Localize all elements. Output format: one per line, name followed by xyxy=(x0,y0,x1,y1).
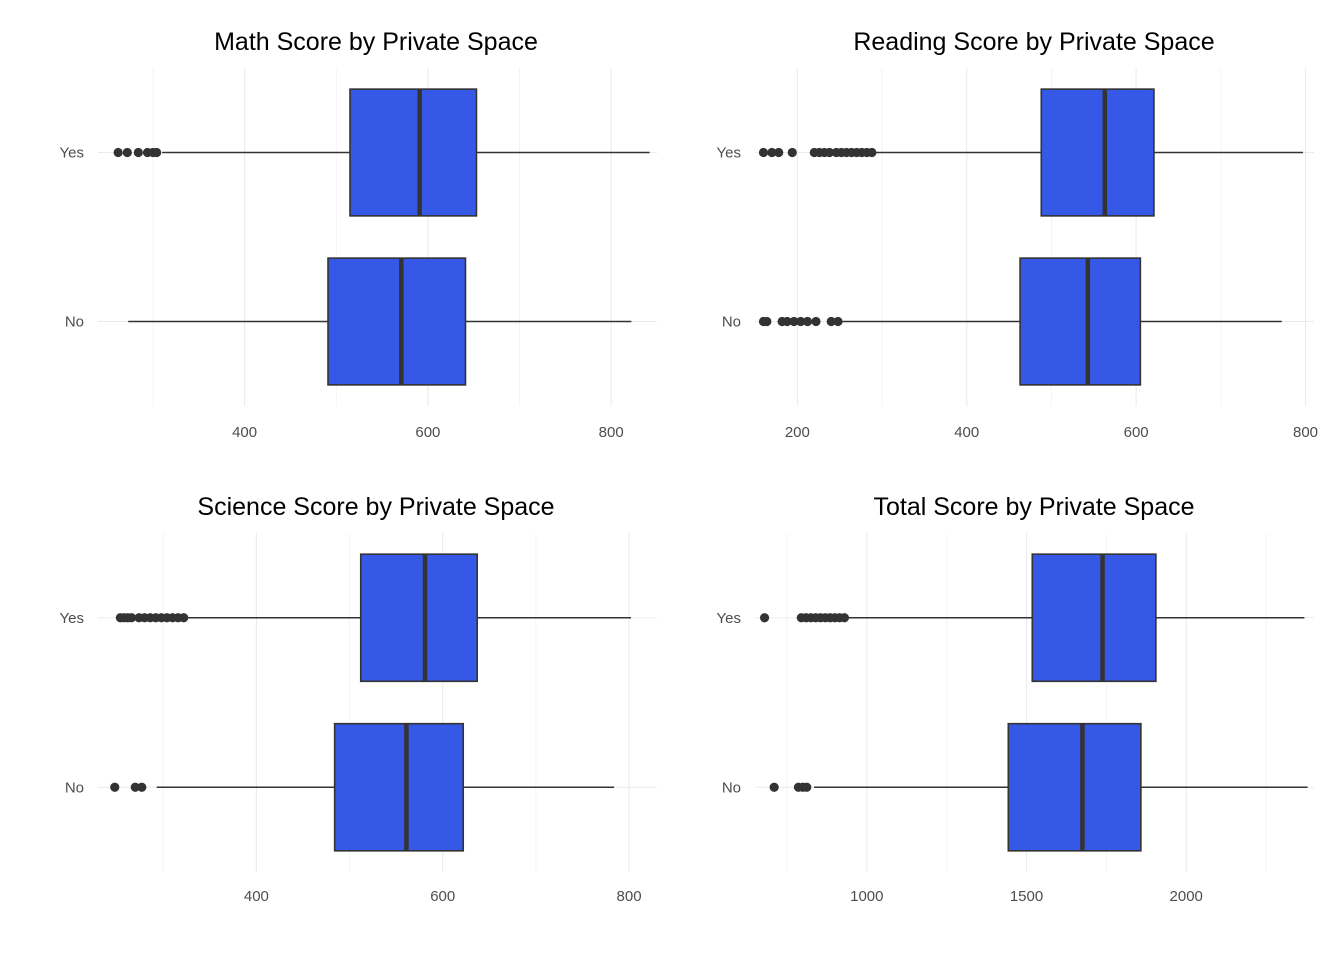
panel-1-ylabel-no: No xyxy=(65,314,84,331)
panel-1-box-no xyxy=(128,257,632,386)
outlier-point xyxy=(126,613,137,623)
panel-3-xtick-800: 800 xyxy=(617,888,642,905)
panel-4-xtick-1500: 1500 xyxy=(1010,888,1043,905)
outlier-point xyxy=(811,316,821,327)
outlier-point xyxy=(826,316,836,327)
panel-1-title: Math Score by Private Space xyxy=(214,28,538,56)
panel-1-xtick-800: 800 xyxy=(599,424,624,441)
iqr-box xyxy=(327,257,467,386)
panel-1-box-yes xyxy=(113,88,650,217)
panel-2-xtick-400: 400 xyxy=(954,424,979,441)
panel-4-xtick-1000: 1000 xyxy=(850,888,883,905)
iqr-box xyxy=(1019,257,1142,386)
panel-2-xtick-600: 600 xyxy=(1124,424,1149,441)
panel-3-box-no xyxy=(110,722,615,852)
outlier-point xyxy=(833,316,843,327)
outlier-point xyxy=(789,316,799,327)
outlier-point xyxy=(759,613,770,623)
panel-4-title: Total Score by Private Space xyxy=(874,493,1195,521)
panel-3-title: Science Score by Private Space xyxy=(197,493,554,521)
outlier-point xyxy=(133,147,143,158)
outlier-point xyxy=(110,782,120,792)
panel-3-box-yes xyxy=(115,553,631,683)
outlier-point xyxy=(867,147,877,158)
outlier-point xyxy=(767,147,777,158)
panel-4-ylabel-yes: Yes xyxy=(717,610,741,627)
panel-3-ylabel-yes: Yes xyxy=(60,610,84,627)
outlier-point xyxy=(769,782,779,792)
outlier-point xyxy=(758,147,769,158)
panel-1-xtick-600: 600 xyxy=(415,424,440,441)
outlier-point xyxy=(796,316,806,327)
outlier-point xyxy=(802,782,812,792)
iqr-box xyxy=(1031,553,1157,683)
panel-1-xtick-400: 400 xyxy=(232,424,257,441)
outlier-point xyxy=(152,147,162,158)
panel-4-ylabel-no: No xyxy=(722,779,741,796)
outlier-point xyxy=(782,316,792,327)
iqr-box xyxy=(1040,88,1155,217)
panel-3: Yes No 400 600 800 Science Score by Private S… xyxy=(60,493,657,905)
panel-2-xtick-800: 800 xyxy=(1293,424,1318,441)
panel-4: Yes No 1000 1500 2000 Total Score by Private … xyxy=(717,493,1314,905)
iqr-box xyxy=(1007,722,1142,852)
panel-2-ylabel-no: No xyxy=(722,314,741,331)
panel-4-box-yes xyxy=(759,553,1305,683)
panel-3-ylabel-no: No xyxy=(65,779,84,796)
panel-2-title: Reading Score by Private Space xyxy=(853,28,1214,56)
outlier-point xyxy=(824,147,835,158)
iqr-box xyxy=(333,722,465,852)
outlier-point xyxy=(179,613,189,623)
outlier-point xyxy=(113,147,123,158)
panel-2-box-no xyxy=(758,257,1282,386)
panel-3-xtick-600: 600 xyxy=(430,888,455,905)
outlier-point xyxy=(839,613,850,623)
iqr-box xyxy=(359,553,478,683)
panel-4-box-no xyxy=(769,722,1308,852)
iqr-box xyxy=(349,88,478,217)
outlier-point xyxy=(787,147,797,158)
panel-2: Yes No 200 400 600 800 Reading Score by Privat… xyxy=(717,28,1319,441)
panel-2-ylabel-yes: Yes xyxy=(717,145,741,162)
outlier-point xyxy=(122,147,132,158)
panel-2-box-yes xyxy=(758,88,1303,217)
panel-3-xtick-400: 400 xyxy=(244,888,269,905)
outlier-point xyxy=(802,316,813,327)
panel-1: Yes No 400 600 800 Math Score by Private Spac… xyxy=(60,28,657,441)
outlier-point xyxy=(137,782,147,792)
outlier-point xyxy=(762,316,772,327)
panel-4-xtick-2000: 2000 xyxy=(1170,888,1203,905)
outlier-point xyxy=(130,782,140,792)
panel-1-ylabel-yes: Yes xyxy=(60,145,84,162)
outlier-point xyxy=(774,147,784,158)
panel-2-xtick-200: 200 xyxy=(785,424,810,441)
